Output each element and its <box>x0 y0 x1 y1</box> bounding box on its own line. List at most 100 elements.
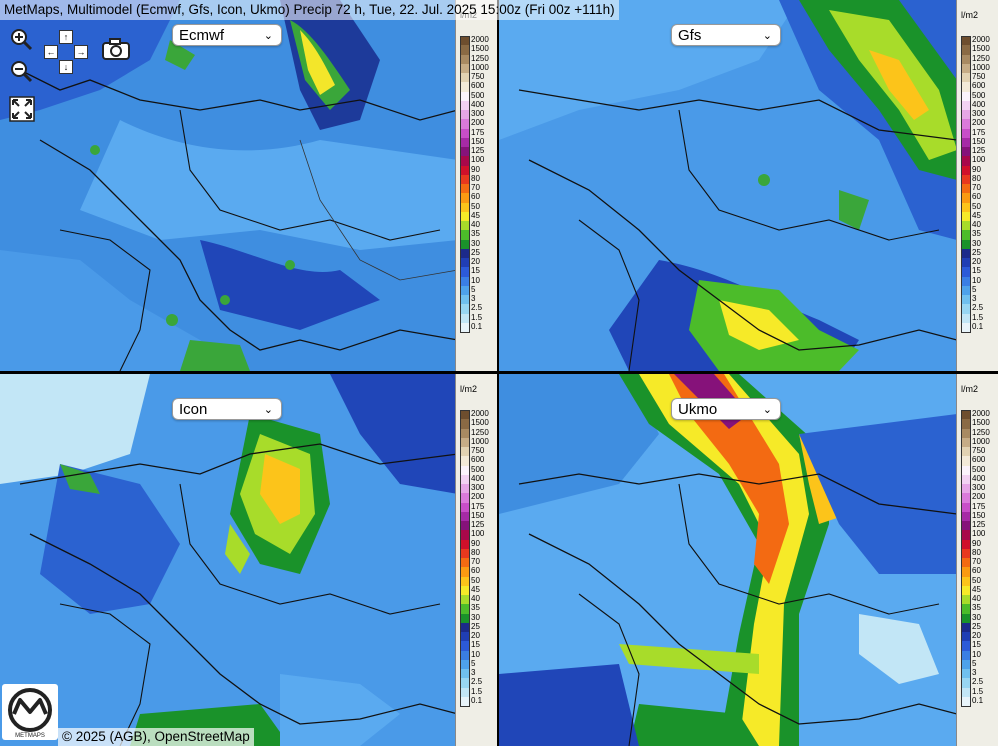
pan-right-button[interactable]: → <box>74 45 88 59</box>
legend-level: 90 <box>958 165 998 175</box>
legend-level: 35 <box>958 229 998 240</box>
zoom-in-button[interactable] <box>8 26 34 52</box>
legend-label: 3 <box>972 668 977 677</box>
model-select-icon[interactable]: Icon ⌄ <box>172 398 282 420</box>
legend-level: 175 <box>958 502 998 512</box>
legend-label: 150 <box>471 510 485 520</box>
legend-label: 50 <box>471 575 480 585</box>
legend-label: 150 <box>972 510 986 520</box>
legend-level: 70 <box>457 183 497 194</box>
model-select-ukmo[interactable]: Ukmo ⌄ <box>671 398 781 420</box>
legend-label: 300 <box>972 109 986 118</box>
legend-level: 1.5 <box>457 312 497 323</box>
precip-map-ecmwf[interactable] <box>0 0 458 371</box>
camera-icon <box>102 38 130 60</box>
fullscreen-button[interactable] <box>9 96 35 122</box>
legend-level: 60 <box>958 192 998 203</box>
pan-up-button[interactable]: ↑ <box>59 30 73 44</box>
legend-label: 750 <box>972 72 986 81</box>
logo-text: METMAPS <box>15 733 45 739</box>
legend-swatch <box>460 119 470 129</box>
legend-label: 30 <box>471 612 480 622</box>
copyright: © 2025 (AGB), OpenStreetMap <box>58 728 254 746</box>
legend-level: 100 <box>958 529 998 540</box>
legend-level: 150 <box>457 510 497 521</box>
legend-swatch <box>460 63 470 73</box>
precip-map-gfs[interactable] <box>499 0 957 371</box>
legend-level: 1500 <box>958 418 998 429</box>
legend-label: 10 <box>471 649 480 659</box>
legend-swatch <box>460 304 470 314</box>
legend-swatch <box>460 73 470 83</box>
legend-label: 0.1 <box>471 321 483 331</box>
legend-swatch <box>460 502 470 512</box>
legend-label: 90 <box>972 538 981 548</box>
legend-label: 1250 <box>471 427 489 437</box>
legend-swatch <box>961 419 971 429</box>
legend-level: 200 <box>958 492 998 503</box>
legend-label: 45 <box>972 584 981 594</box>
map-panel-ecmwf[interactable]: Ecmwf ⌄ l/m2 200015001250100075060050040… <box>0 0 497 371</box>
legend-level: 60 <box>457 566 497 577</box>
chevron-down-icon: ⌄ <box>762 404 772 416</box>
legend-swatch <box>961 276 971 286</box>
legend-swatch <box>460 184 470 194</box>
legend-label: 30 <box>972 612 981 622</box>
legend-level: 2.5 <box>958 303 998 314</box>
legend-label: 1.5 <box>471 312 483 322</box>
legend-label: 175 <box>972 127 986 137</box>
pan-down-button[interactable]: ↓ <box>59 60 73 74</box>
map-panel-ukmo[interactable]: Ukmo ⌄ l/m2 2000 1500 1250 1000 750 600 500 400… <box>499 374 998 746</box>
legend-label: 1000 <box>972 436 990 446</box>
legend-swatch <box>460 248 470 258</box>
legend-swatch <box>460 285 470 295</box>
model-select-ecmwf[interactable]: Ecmwf ⌄ <box>172 24 282 46</box>
legend-level: 125 <box>457 146 497 157</box>
legend-unit: l/m2 <box>961 384 979 394</box>
model-select-gfs[interactable]: Gfs ⌄ <box>671 24 781 46</box>
legend-label: 1500 <box>471 44 489 54</box>
precip-map-ukmo[interactable] <box>499 374 957 746</box>
legend-swatch <box>460 511 470 521</box>
legend-swatch <box>460 230 470 240</box>
legend-label: 20 <box>471 257 480 266</box>
legend-level: 20 <box>457 631 497 642</box>
legend-level: 40 <box>958 220 998 231</box>
openstreetmap-link[interactable]: OpenStreetMap <box>154 729 250 744</box>
legend-swatch <box>961 678 971 688</box>
legend-label: 45 <box>471 210 480 220</box>
legend-label: 500 <box>471 464 485 474</box>
screenshot-button[interactable] <box>101 36 131 62</box>
legend-level: 20 <box>958 631 998 642</box>
legend-level: 50 <box>457 575 497 586</box>
legend-swatch <box>460 669 470 679</box>
legend-level: 50 <box>958 576 998 586</box>
legend-level: 5 <box>457 659 497 669</box>
legend-label: 2.5 <box>972 677 984 687</box>
legend-swatch <box>961 539 971 549</box>
legend-label: 40 <box>972 220 981 229</box>
chevron-down-icon: ⌄ <box>762 30 772 42</box>
legend-swatch <box>961 548 971 558</box>
legend-label: 30 <box>972 238 981 248</box>
legend-level: 25 <box>958 248 998 258</box>
legend-level: 3 <box>457 294 497 305</box>
legend-label: 2.5 <box>471 677 483 687</box>
legend-level: 35 <box>457 229 497 240</box>
legend-level: 35 <box>958 603 998 614</box>
legend-level: 600 <box>958 81 998 92</box>
legend-level: 0.1 <box>457 321 497 333</box>
fullscreen-icon <box>9 96 35 122</box>
legend-swatch <box>460 156 470 166</box>
pan-left-button[interactable]: ← <box>44 45 58 59</box>
map-panel-gfs[interactable]: Gfs ⌄ l/m2 2000 1500 1250 1000 750 600 500 400 3… <box>499 0 998 371</box>
legend-scale: 2000 1500 1250 1000 750 600 500 400 300 200 175 150… <box>958 409 998 707</box>
legend-level: 0.1 <box>958 696 998 707</box>
zoom-out-button[interactable] <box>8 58 34 84</box>
map-panel-icon[interactable]: Icon ⌄ l/m2 2000 1500 1250 1000 750 600 500 400… <box>0 374 497 746</box>
legend-label: 500 <box>471 90 485 100</box>
legend-level: 125 <box>958 146 998 157</box>
precip-map-icon[interactable] <box>0 374 458 746</box>
legend-swatch <box>961 45 971 55</box>
legend-level: 2.5 <box>457 303 497 314</box>
